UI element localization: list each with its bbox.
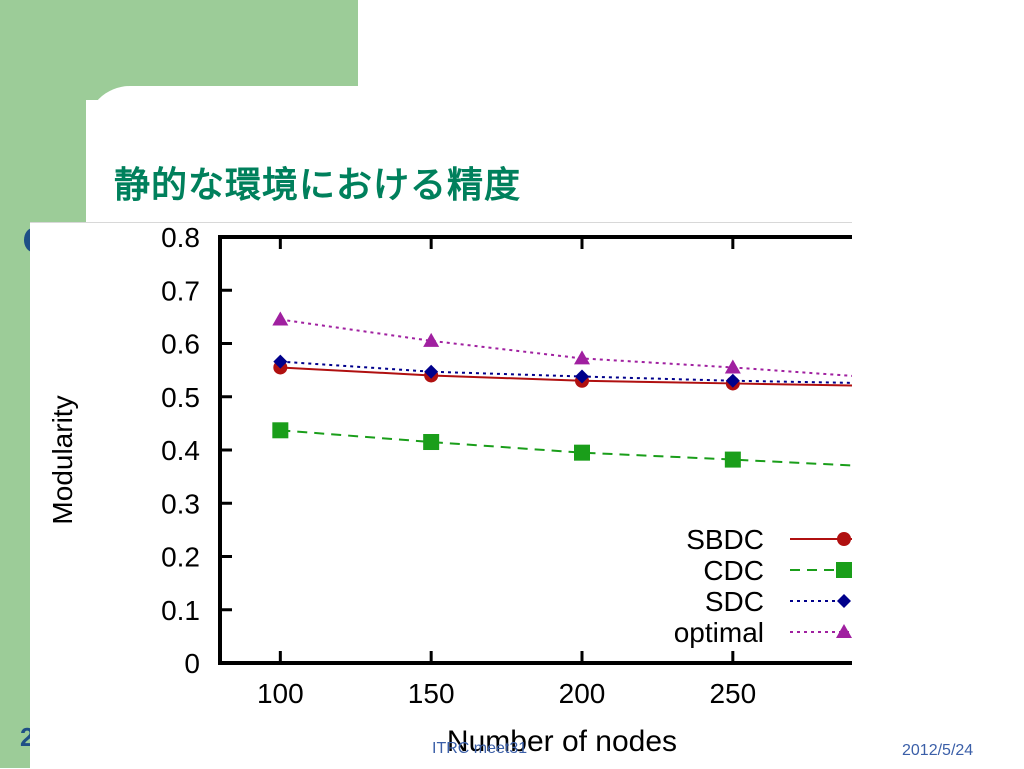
- modularity-chart: 00.10.20.30.40.50.60.70.8100150200250300…: [47, 223, 852, 758]
- cdc-series-point: [272, 422, 289, 439]
- legend-label: SBDC: [686, 524, 764, 555]
- cdc-series-point: [574, 444, 590, 461]
- y-tick-label: 0: [184, 648, 200, 679]
- legend-swatch-marker: [836, 562, 852, 578]
- y-tick-label: 0.6: [161, 329, 200, 360]
- optimal-series-point: [423, 332, 440, 347]
- y-tick-label: 0.4: [161, 435, 200, 466]
- y-tick-label: 0.1: [161, 595, 200, 626]
- footer-date: 2012/5/24: [902, 742, 974, 759]
- sdc-series-point: [725, 373, 740, 388]
- cdc-series-point: [724, 451, 741, 468]
- cdc-series-point: [423, 434, 440, 451]
- footer-event: ITRC meet31: [432, 740, 528, 757]
- x-tick-label: 250: [709, 678, 756, 709]
- y-tick-label: 0.2: [161, 542, 200, 573]
- x-tick-label: 200: [559, 678, 606, 709]
- legend-label: optimal: [674, 617, 764, 648]
- legend-swatch-marker: [837, 594, 851, 608]
- y-tick-label: 0.8: [161, 223, 200, 253]
- y-tick-label: 0.7: [161, 275, 200, 306]
- legend-label: CDC: [703, 555, 764, 586]
- optimal-series-point: [574, 350, 590, 365]
- cdc-series-line: [280, 429, 852, 467]
- optimal-series-point: [272, 311, 289, 326]
- y-axis-label: Modularity: [47, 395, 78, 524]
- slide-title: 静的な環境における精度: [114, 165, 522, 206]
- x-tick-label: 100: [257, 678, 304, 709]
- x-tick-label: 150: [408, 678, 455, 709]
- sdc-series-point: [424, 364, 439, 379]
- y-tick-label: 0.3: [161, 488, 200, 519]
- y-tick-label: 0.5: [161, 382, 200, 413]
- sdc-series-point: [575, 369, 589, 384]
- x-axis-label: Number of nodes: [447, 725, 677, 758]
- legend-swatch-marker: [837, 532, 851, 546]
- legend-swatch-marker: [836, 624, 852, 638]
- chart-panel: 00.10.20.30.40.50.60.70.8100150200250300…: [30, 222, 852, 769]
- optimal-series-line: [280, 318, 852, 377]
- sbdc-series-line: [280, 366, 852, 387]
- sdc-series-point: [273, 354, 288, 369]
- optimal-series-point: [724, 359, 741, 374]
- legend-label: SDC: [705, 586, 764, 617]
